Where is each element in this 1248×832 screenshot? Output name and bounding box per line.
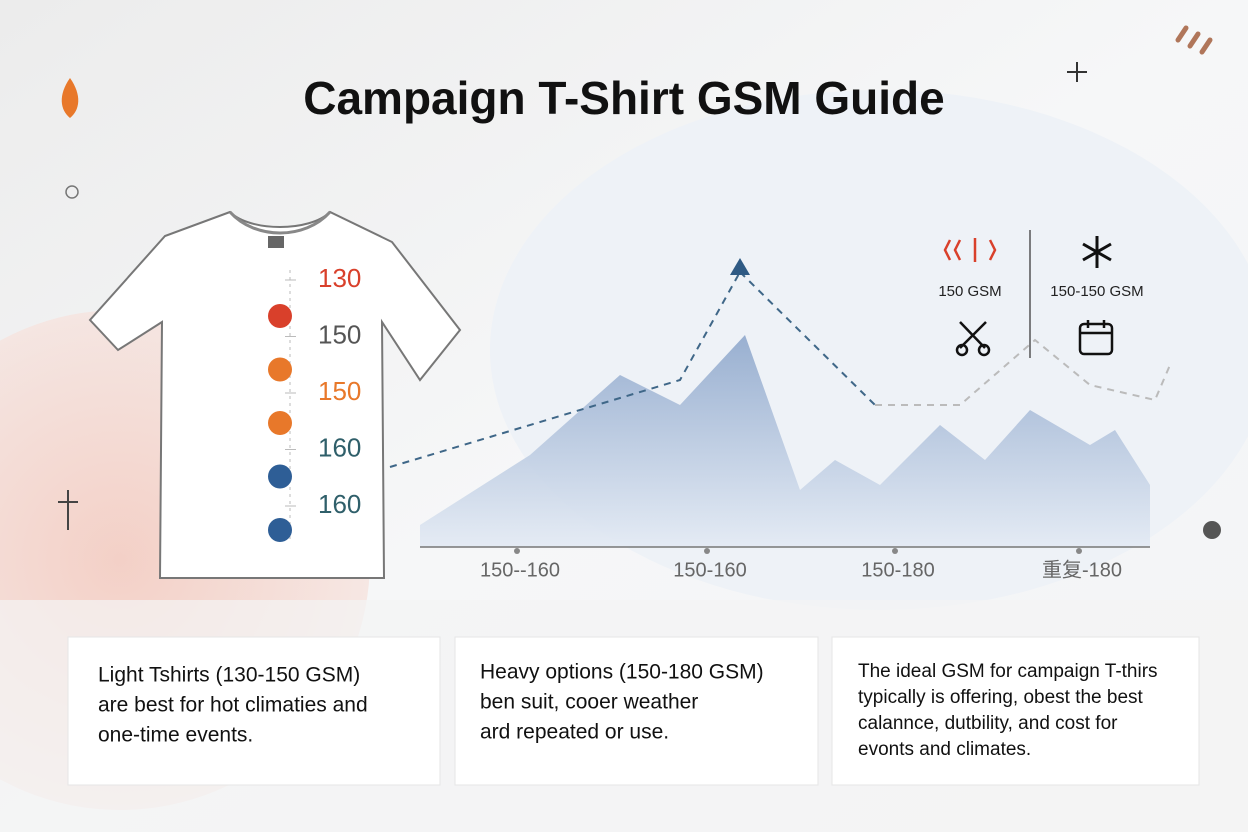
cards: Light Tshirts (130-150 GSM) are best for … <box>67 636 1200 786</box>
card <box>454 636 819 786</box>
legend-label: 150-150 GSM <box>1050 283 1143 300</box>
legend-label: 150 GSM <box>938 283 1001 300</box>
scissors-icon <box>955 321 991 357</box>
card-text: The ideal GSM for campaign T-thirs <box>858 661 1158 682</box>
card-text: Light Tshirts (130-150 GSM) <box>98 664 360 687</box>
gsm-label: 150 <box>318 319 361 349</box>
calendar-icon <box>1078 320 1114 356</box>
trend-line <box>389 271 741 468</box>
area <box>420 335 1150 547</box>
title: Campaign T-Shirt GSM Guide <box>303 72 944 124</box>
trend-line <box>875 338 1171 406</box>
x-label: 150-160 <box>673 559 746 581</box>
card <box>67 636 441 786</box>
flame-icon <box>61 78 79 118</box>
card-text: calannce, dutbility, and cost for <box>858 713 1118 734</box>
tick-dot <box>514 548 520 554</box>
peak-marker <box>730 258 750 275</box>
x-label: 150--160 <box>480 559 560 581</box>
x-label: 150-180 <box>861 559 934 581</box>
card-text: Heavy options (150-180 GSM) <box>480 661 764 684</box>
gsm-dot <box>268 518 292 542</box>
x-label: 重复-180 <box>1042 558 1122 581</box>
heat-icon <box>943 238 997 262</box>
tick-dot <box>1076 548 1082 554</box>
card-text: ben suit, cooer weather <box>480 691 698 714</box>
tick-dot <box>704 548 710 554</box>
card-text: ard repeated or use. <box>480 721 669 744</box>
card-text: typically is offering, obest the best <box>858 687 1144 708</box>
stripes-icon <box>1175 25 1213 55</box>
gsm-dot <box>268 411 292 435</box>
gsm-label: 160 <box>318 489 361 519</box>
card-text: evonts and climates. <box>858 739 1031 760</box>
card-text: are best for hot climaties and <box>98 694 368 717</box>
card-text: one-time events. <box>98 724 253 747</box>
gsm-dot <box>268 464 292 489</box>
trend-line <box>739 271 876 406</box>
cross-icon <box>58 490 78 530</box>
gsm-dot <box>268 304 292 328</box>
tick-dot <box>892 548 898 554</box>
collar <box>228 210 332 235</box>
gsm-dot <box>268 357 292 382</box>
gsm-label: 150 <box>318 376 361 406</box>
x-labels: 150--160 150-160 150-180 重复-180 <box>480 548 1122 581</box>
gsm-label: 160 <box>318 432 361 462</box>
small-icon <box>65 185 79 199</box>
gsm-label: 130 <box>318 263 361 293</box>
card <box>831 636 1200 786</box>
scale: 130 150 150 160 160 <box>268 263 361 542</box>
small-icon <box>1203 521 1221 539</box>
plus-icon <box>1067 62 1087 82</box>
snow-icon <box>1082 236 1112 268</box>
tag <box>268 236 284 248</box>
